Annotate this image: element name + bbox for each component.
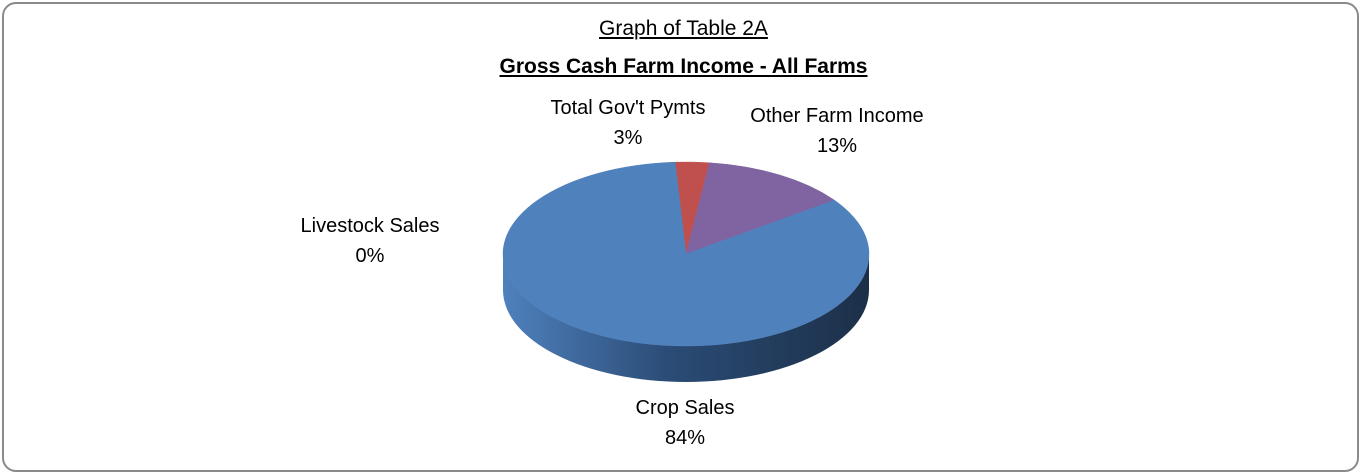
pie-chart xyxy=(502,161,870,382)
chart-subtitle: Gross Cash Farm Income - All Farms xyxy=(499,55,868,78)
chart-title: Graph of Table 2A xyxy=(599,17,768,40)
label-name: Livestock Sales xyxy=(300,215,440,237)
slice-label-other-farm-income: Other Farm Income 13% xyxy=(727,101,947,161)
pie-side-wall xyxy=(503,254,869,382)
label-pct: 13% xyxy=(816,135,858,157)
slice-crop-sales xyxy=(502,161,870,347)
label-name: Other Farm Income xyxy=(750,105,924,127)
slice-other-farm-income xyxy=(685,162,835,255)
slice-label-govt-payments: Total Gov't Pymts 3% xyxy=(528,93,728,153)
label-name: Crop Sales xyxy=(635,397,735,419)
label-name: Total Gov't Pymts xyxy=(550,97,706,119)
slice-label-crop-sales: Crop Sales 84% xyxy=(610,393,760,453)
label-pct: 3% xyxy=(613,127,643,149)
label-pct: 84% xyxy=(664,427,706,449)
label-pct: 0% xyxy=(355,245,385,267)
slice-label-livestock-sales: Livestock Sales 0% xyxy=(285,211,455,271)
